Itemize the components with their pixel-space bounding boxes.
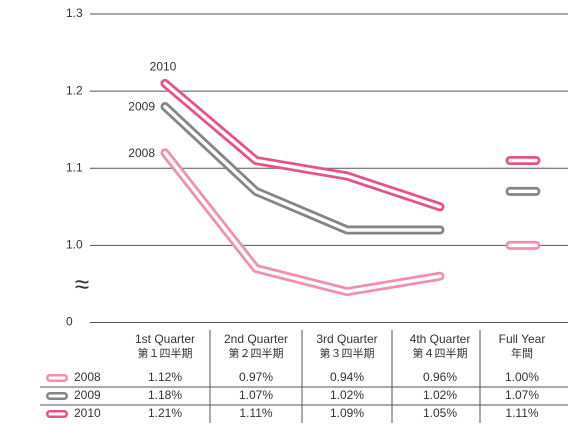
value-label: 0.96% — [423, 370, 457, 384]
legend-label: 2008 — [74, 370, 101, 384]
column-header: 4th Quarter — [410, 332, 471, 346]
y-tick-label: 1.0 — [66, 238, 83, 252]
column-header-ja: 第３四半期 — [320, 346, 375, 360]
series-line-inner — [163, 104, 442, 232]
column-header-ja: 第４四半期 — [413, 346, 468, 360]
series-label: 2009 — [128, 100, 155, 114]
y-tick-label: 0 — [66, 315, 73, 329]
series-line — [160, 148, 445, 297]
axis-break: ≈ — [75, 269, 89, 299]
value-label: 1.12% — [148, 370, 182, 384]
column-header-ja: 第２四半期 — [229, 346, 284, 360]
series-label: 2010 — [150, 60, 177, 74]
column-header: 2nd Quarter — [224, 332, 288, 346]
y-tick-label: 1.1 — [66, 160, 83, 174]
value-label: 0.97% — [239, 370, 273, 384]
value-label: 1.09% — [330, 406, 364, 420]
value-label: 1.07% — [239, 388, 273, 402]
series-label: 2008 — [128, 146, 155, 160]
column-header: Full Year — [499, 332, 546, 346]
series-line-inner — [163, 151, 442, 294]
column-header-ja: 年間 — [511, 346, 533, 360]
y-tick-label: 1.3 — [66, 6, 83, 20]
legend-label: 2009 — [74, 388, 101, 402]
series-line-inner — [163, 81, 442, 209]
value-label: 1.02% — [330, 388, 364, 402]
column-header: 3rd Quarter — [316, 332, 377, 346]
value-label: 0.94% — [330, 370, 364, 384]
value-label: 1.18% — [148, 388, 182, 402]
value-label: 1.05% — [423, 406, 457, 420]
value-label: 1.11% — [505, 406, 538, 420]
y-tick-label: 1.2 — [66, 83, 83, 97]
value-label: 1.02% — [423, 388, 457, 402]
column-header: 1st Quarter — [135, 332, 195, 346]
legend-label: 2010 — [74, 406, 101, 420]
column-header-ja: 第１四半期 — [138, 346, 193, 360]
value-label: 1.07% — [505, 388, 539, 402]
value-label: 1.11% — [239, 406, 272, 420]
value-label: 1.00% — [505, 370, 539, 384]
value-label: 1.21% — [148, 406, 182, 420]
